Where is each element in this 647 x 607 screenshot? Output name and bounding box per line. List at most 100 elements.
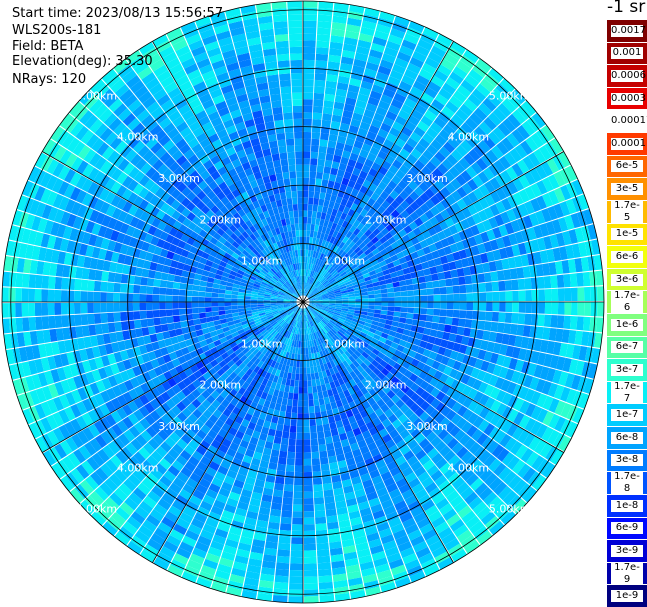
range-gate-cell	[160, 191, 171, 202]
range-gate-cell	[371, 277, 379, 284]
range-gate-cell	[126, 246, 135, 257]
range-gate-cell	[127, 136, 141, 149]
range-gate-cell	[349, 363, 357, 371]
range-gate-cell	[133, 61, 149, 75]
range-gate-cell	[221, 340, 230, 348]
range-gate-cell	[113, 373, 124, 385]
range-gate-cell	[172, 416, 183, 427]
range-gate-cell	[164, 338, 173, 347]
range-gate-cell	[468, 400, 479, 412]
range-gate-cell	[460, 373, 471, 385]
range-gate-cell	[349, 225, 357, 233]
range-gate-cell	[237, 351, 245, 359]
range-gate-cell	[352, 283, 360, 289]
range-gate-cell	[352, 448, 362, 458]
range-gate-cell	[350, 590, 366, 600]
range-gate-cell	[565, 343, 575, 359]
range-gate-cell	[285, 351, 290, 359]
range-gate-cell	[99, 88, 114, 104]
range-gate-cell	[301, 308, 303, 316]
range-gate-cell	[221, 438, 232, 448]
range-gate-cell	[410, 109, 424, 121]
range-gate-cell	[364, 457, 375, 467]
range-gate-cell	[211, 372, 221, 381]
range-gate-cell	[429, 156, 442, 168]
range-gate-cell	[335, 88, 348, 98]
range-gate-cell	[159, 294, 166, 302]
range-gate-cell	[530, 277, 539, 290]
range-gate-cell	[305, 307, 309, 314]
range-gate-cell	[58, 394, 70, 409]
range-gate-cell	[214, 274, 223, 280]
range-gate-cell	[149, 206, 160, 217]
range-gate-cell	[248, 263, 256, 270]
range-gate-cell	[236, 245, 245, 253]
range-gate-cell	[512, 192, 524, 206]
range-gate-cell	[412, 175, 423, 186]
range-gate-cell	[522, 487, 537, 503]
range-gate-cell	[411, 483, 425, 495]
range-gate-cell	[95, 467, 109, 482]
range-gate-cell	[357, 501, 370, 511]
range-gate-cell	[308, 296, 316, 300]
range-gate-cell	[465, 515, 481, 530]
range-gate-cell	[303, 105, 313, 113]
range-gate-cell	[478, 102, 493, 117]
range-gate-cell	[309, 326, 314, 334]
range-gate-cell	[156, 93, 171, 107]
range-gate-cell	[178, 171, 189, 182]
range-gate-cell	[472, 416, 485, 429]
range-gate-cell	[431, 516, 446, 529]
range-gate-cell	[477, 171, 490, 184]
range-gate-cell	[257, 297, 264, 300]
range-gate-cell	[356, 494, 368, 505]
range-gate-cell	[325, 153, 334, 162]
range-gate-cell	[313, 86, 325, 94]
range-gate-cell	[278, 327, 284, 334]
range-gate-cell	[158, 117, 172, 130]
range-gate-cell	[87, 195, 99, 209]
range-gate-cell	[363, 237, 371, 245]
range-gate-cell	[372, 509, 386, 520]
range-gate-cell	[351, 280, 359, 286]
range-gate-cell	[251, 430, 261, 439]
range-gate-cell	[303, 524, 315, 532]
range-gate-cell	[322, 205, 329, 214]
range-gate-cell	[159, 316, 168, 325]
range-gate-cell	[153, 557, 170, 571]
range-gate-cell	[288, 310, 294, 316]
range-gate-cell	[393, 362, 402, 371]
range-gate-cell	[229, 352, 237, 360]
range-gate-cell	[119, 502, 135, 516]
range-gate-cell	[409, 373, 419, 383]
range-gate-cell	[316, 231, 322, 239]
range-gate-cell	[246, 236, 254, 244]
range-gate-cell	[171, 177, 183, 189]
range-gate-cell	[279, 450, 288, 459]
range-gate-cell	[327, 375, 334, 383]
range-gate-cell	[134, 239, 144, 250]
range-gate-cell	[251, 270, 259, 276]
range-gate-cell	[245, 286, 253, 292]
range-gate-cell	[525, 290, 533, 302]
range-gate-cell	[254, 255, 262, 263]
range-gate-cell	[451, 202, 462, 214]
range-gate-cell	[39, 172, 52, 188]
range-gate-cell	[272, 311, 280, 316]
range-gate-cell	[349, 583, 365, 593]
range-gate-cell	[289, 359, 294, 367]
range-gate-cell	[164, 511, 179, 524]
range-gate-cell	[304, 576, 318, 584]
range-gate-cell	[530, 132, 544, 148]
range-gate-cell	[275, 272, 282, 279]
range-gate-cell	[518, 302, 526, 313]
range-gate-cell	[395, 115, 408, 126]
range-gate-cell	[273, 588, 288, 597]
range-gate-cell	[334, 310, 341, 314]
range-gate-cell	[312, 325, 317, 333]
range-gate-cell	[112, 437, 126, 451]
range-gate-cell	[358, 252, 367, 260]
range-gate-cell	[353, 58, 367, 68]
range-gate-cell	[333, 101, 345, 110]
range-gate-cell	[332, 237, 339, 246]
